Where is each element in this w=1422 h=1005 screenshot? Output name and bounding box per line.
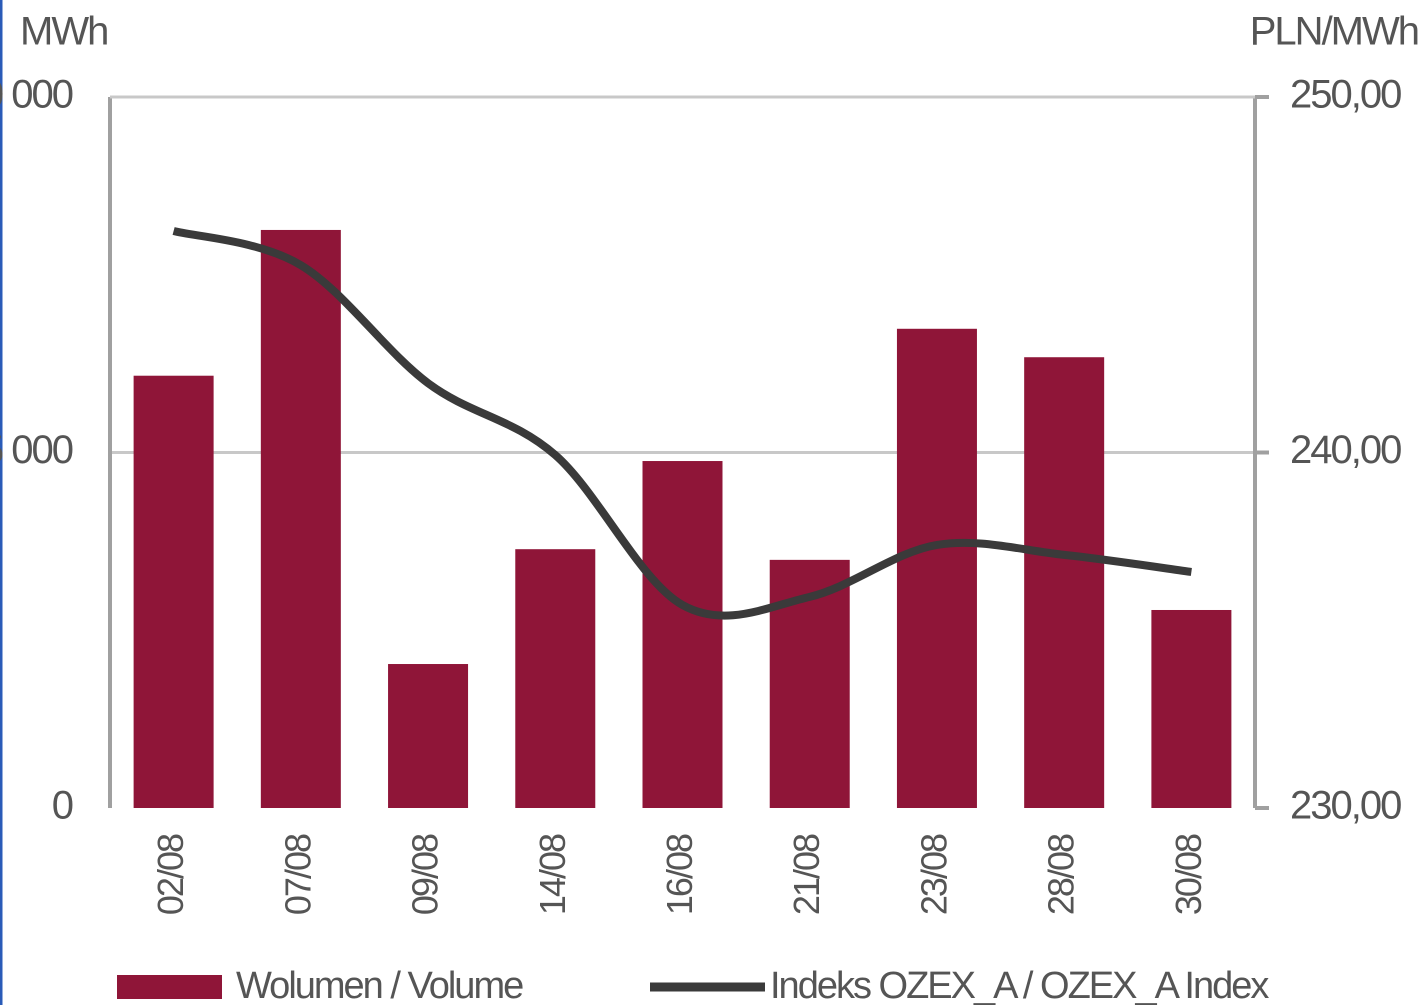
bar [1024, 357, 1105, 808]
bar [515, 549, 596, 808]
bar [133, 375, 214, 808]
legend-label: Wolumen / Volume [236, 965, 523, 1005]
y-axis-label: MWh [20, 10, 107, 54]
x-tick-label: 14/08 [532, 834, 573, 915]
line [172, 227, 1192, 620]
y-tick-label: 10 000 [0, 73, 73, 117]
legend-swatch [117, 975, 222, 999]
x-tick-label: 28/08 [1041, 834, 1082, 915]
x-tick-label: 09/08 [405, 834, 446, 915]
bar [642, 461, 723, 808]
y2-axis-label: PLN/MWh [1250, 10, 1418, 54]
x-tick-label: 16/08 [659, 834, 700, 915]
x-tick-label: 02/08 [150, 834, 191, 915]
y-tick-label: 5 000 [0, 428, 73, 472]
bar [388, 664, 469, 808]
x-tick-label: 30/08 [1168, 834, 1209, 915]
bar [260, 229, 341, 808]
bar [1151, 609, 1232, 808]
y2-tick-label: 240,00 [1290, 428, 1401, 472]
x-tick-label: 21/08 [786, 834, 827, 915]
legend-label: Indeks OZEX_A / OZEX_A Index [770, 965, 1269, 1005]
x-tick-label: 23/08 [913, 834, 954, 915]
y2-tick-label: 250,00 [1290, 73, 1401, 117]
y2-tick-label: 230,00 [1290, 784, 1401, 828]
y-tick-label: 0 [52, 784, 73, 828]
x-tick-label: 07/08 [277, 834, 318, 915]
bar [896, 328, 977, 808]
